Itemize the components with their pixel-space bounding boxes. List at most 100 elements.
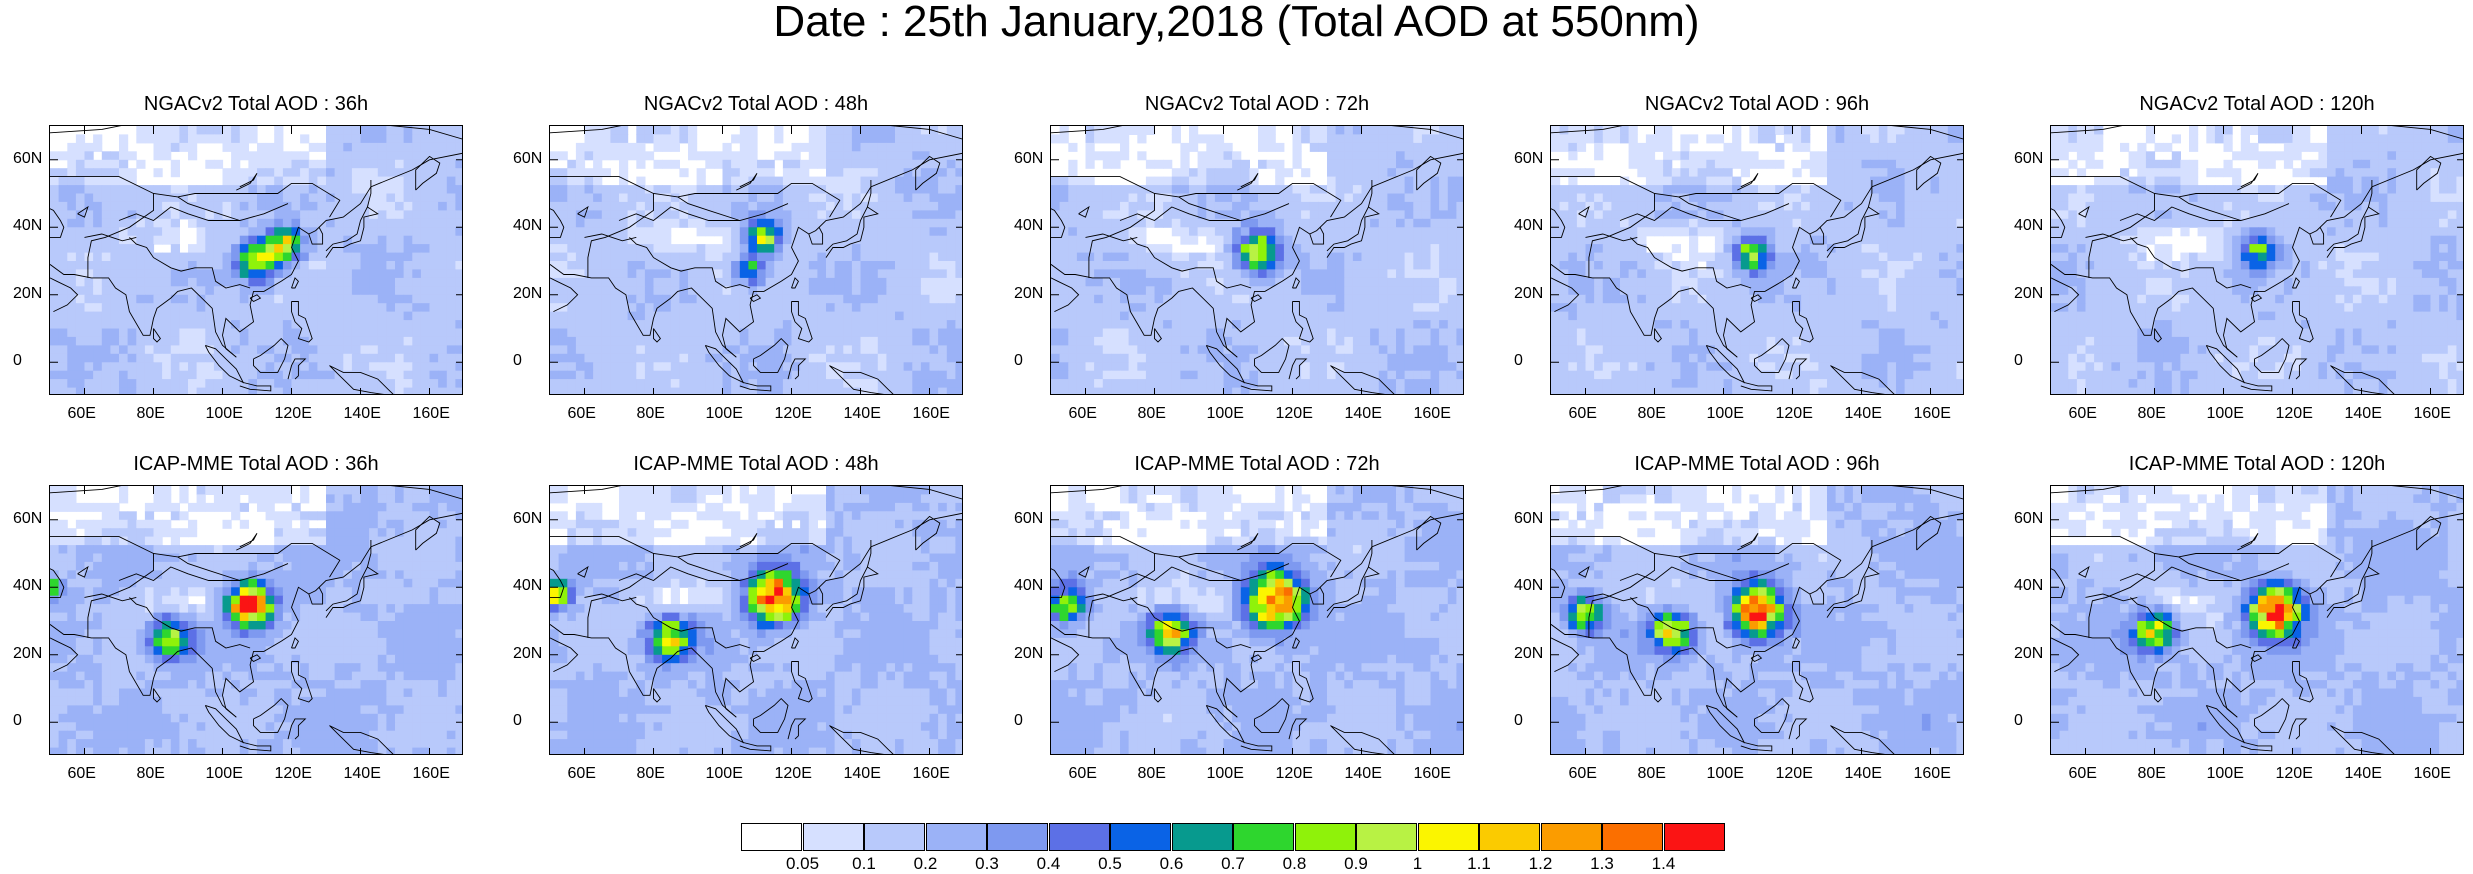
aod-cell — [739, 387, 749, 394]
aod-cell — [334, 176, 344, 186]
aod-cell — [412, 142, 422, 152]
aod-cell — [300, 328, 310, 338]
aod-cell — [1232, 269, 1242, 279]
aod-cell — [1396, 320, 1406, 330]
aod-cell — [205, 185, 215, 195]
aod-cell — [1189, 345, 1199, 355]
aod-cell — [567, 387, 577, 394]
aod-cell — [153, 252, 163, 262]
aod-cell — [860, 210, 870, 220]
aod-cell — [1421, 185, 1432, 195]
aod-cell — [722, 328, 732, 338]
aod-cell — [1327, 303, 1337, 313]
aod-cell — [1827, 218, 1837, 228]
aod-cell — [1352, 151, 1363, 161]
aod-cell — [748, 387, 758, 394]
aod-cell — [386, 151, 396, 161]
aod-cell — [50, 277, 60, 287]
aod-cell — [912, 176, 922, 186]
aod-cell — [1430, 336, 1440, 346]
aod-cell — [1421, 320, 1432, 330]
aod-cell — [731, 277, 741, 287]
aod-cell — [1628, 159, 1638, 169]
aod-cell — [205, 379, 215, 389]
aod-cell — [912, 303, 922, 313]
aod-cell — [257, 387, 267, 394]
map-panel — [1050, 125, 1464, 395]
aod-cell — [1956, 193, 1963, 203]
aod-cell — [1163, 362, 1173, 372]
aod-cell — [955, 151, 962, 161]
lon-tick-label: 100E — [705, 405, 743, 422]
aod-cell — [1939, 176, 1949, 186]
aod-cell — [1076, 185, 1087, 195]
aod-cell — [1327, 185, 1337, 195]
aod-cell — [136, 370, 146, 380]
aod-cell — [58, 328, 68, 338]
aod-cell — [1145, 336, 1156, 346]
aod-cell — [1456, 151, 1463, 161]
aod-cell — [162, 370, 172, 380]
aod-cell — [1111, 134, 1121, 144]
aod-cell — [1645, 185, 1656, 195]
aod-cell — [1378, 210, 1388, 220]
aod-cell — [1051, 303, 1061, 313]
aod-cell — [1947, 210, 1957, 220]
aod-cell — [1413, 244, 1423, 254]
aod-cell — [222, 336, 232, 346]
aod-cell — [446, 134, 456, 144]
aod-cell — [938, 379, 948, 389]
aod-cell — [1189, 227, 1199, 237]
aod-cell — [360, 185, 370, 195]
aod-cell — [886, 126, 896, 135]
aod-cell — [1456, 311, 1463, 321]
aod-cell — [817, 252, 827, 262]
aod-cell — [713, 328, 724, 338]
aod-cell — [369, 379, 379, 389]
aod-cell — [895, 235, 905, 245]
aod-cell — [386, 353, 396, 363]
aod-cell — [739, 320, 749, 330]
aod-cell — [1197, 193, 1207, 203]
aod-cell — [222, 218, 232, 228]
aod-cell — [1456, 142, 1463, 152]
aod-cell — [946, 311, 956, 321]
aod-cell — [1094, 303, 1104, 313]
aod-cell — [1197, 345, 1207, 355]
aod-cell — [636, 345, 646, 355]
aod-cell — [722, 244, 732, 254]
aod-cell — [1396, 387, 1406, 394]
lat-tick-label: 0 — [13, 352, 22, 370]
aod-cell — [843, 218, 853, 228]
aod-cell — [791, 142, 801, 152]
aod-cell — [429, 252, 439, 262]
aod-cell — [1404, 185, 1414, 195]
aod-cell — [550, 269, 560, 279]
colorbar-swatch — [1479, 823, 1540, 851]
aod-cell — [1861, 126, 1871, 135]
aod-cell — [119, 345, 129, 355]
aod-cell — [403, 320, 413, 330]
aod-cell — [239, 134, 249, 144]
aod-cell — [791, 303, 801, 313]
aod-cell — [196, 286, 206, 296]
aod-cell — [196, 387, 206, 394]
aod-cell — [420, 252, 431, 262]
aod-cell — [1249, 379, 1259, 389]
aod-cell — [395, 379, 405, 389]
aod-cell — [826, 320, 836, 330]
aod-cell — [67, 303, 77, 313]
aod-cell — [575, 235, 586, 245]
aod-cell — [429, 235, 439, 245]
aod-cell — [1370, 387, 1380, 394]
aod-cell — [1413, 210, 1423, 220]
aod-cell — [222, 227, 232, 237]
aod-cell — [722, 387, 732, 394]
aod-cell — [213, 353, 224, 363]
aod-cell — [1896, 126, 1906, 135]
aod-cell — [955, 328, 962, 338]
aod-cell — [1344, 218, 1354, 228]
aod-cell — [834, 151, 844, 161]
aod-cell — [101, 370, 111, 380]
aod-cell — [1387, 336, 1397, 346]
